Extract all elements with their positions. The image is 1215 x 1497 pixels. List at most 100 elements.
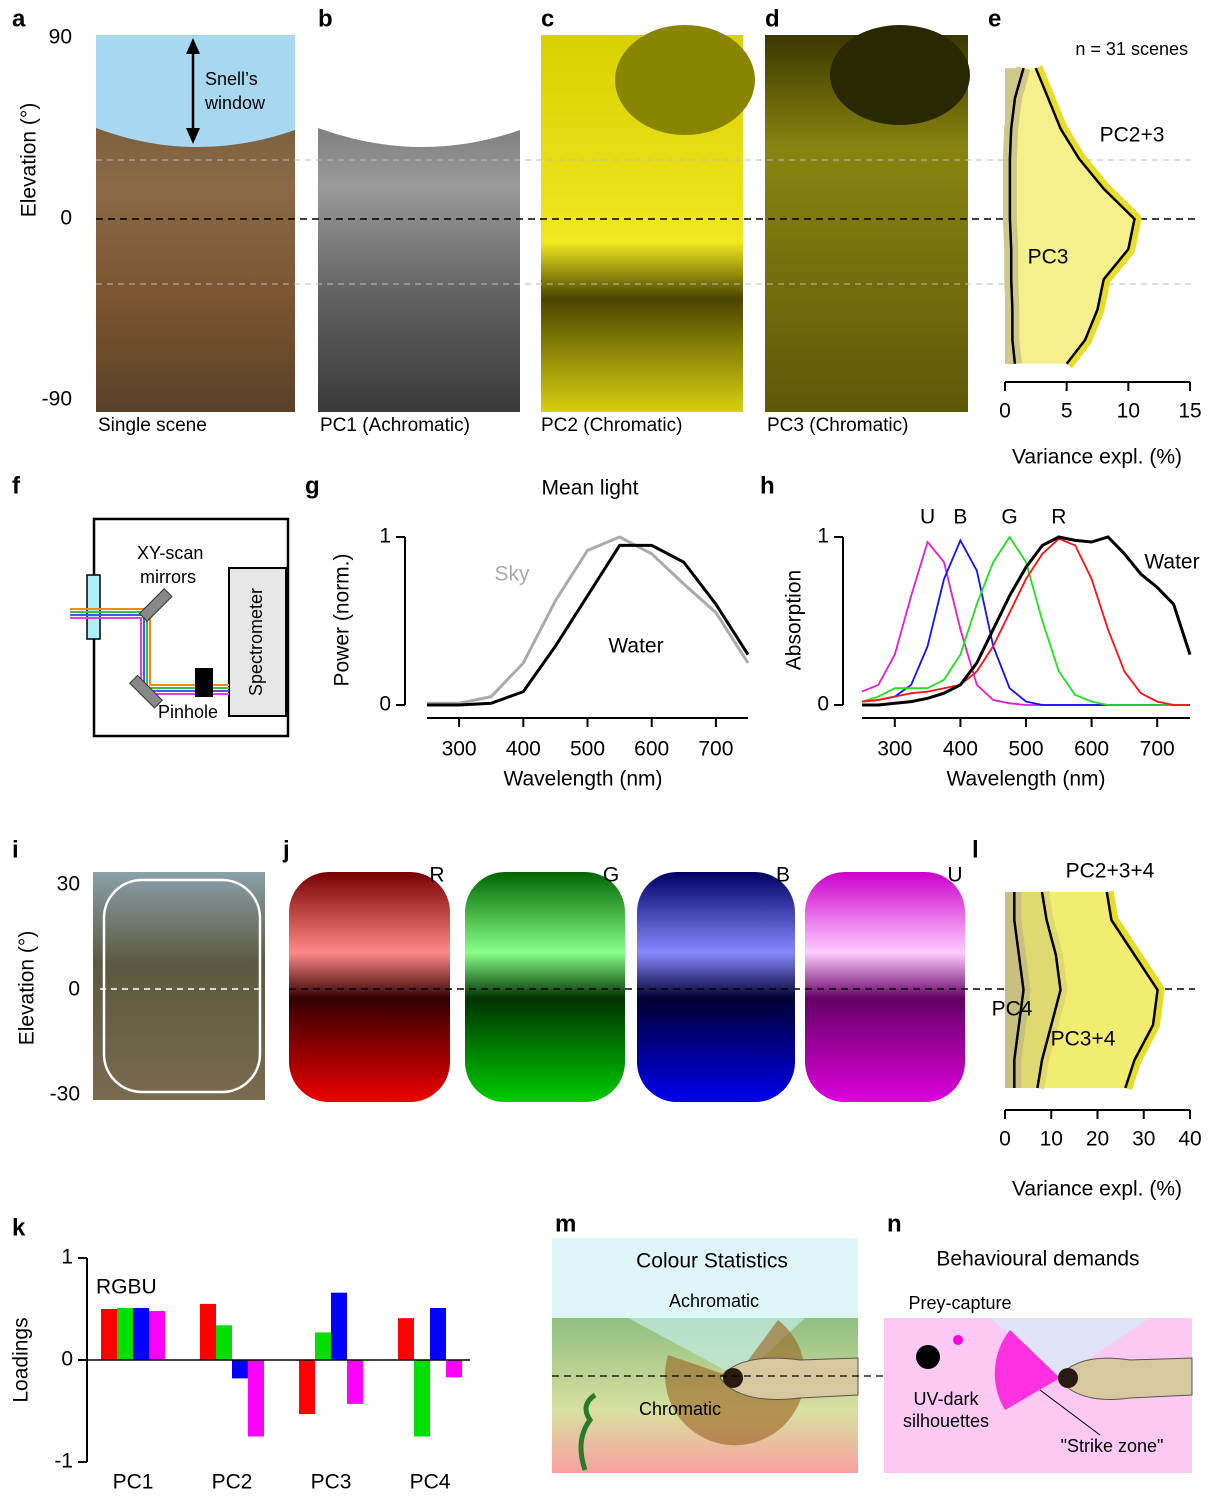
x-tick-label: 600 <box>634 738 669 761</box>
bar <box>347 1360 363 1404</box>
axis-title: Wavelength (nm) <box>946 768 1105 791</box>
series-label: U <box>920 506 935 529</box>
panel-label: j <box>282 836 290 863</box>
channel-label: B <box>776 864 790 887</box>
diagram-label: XY-scan <box>137 543 203 563</box>
y-tick-label: 90 <box>49 26 72 49</box>
image-i <box>93 872 265 1100</box>
panel-label: f <box>12 472 21 499</box>
bar <box>414 1360 430 1437</box>
diagram-label: Spectrometer <box>246 588 266 696</box>
axis-title: Loadings <box>10 1317 33 1402</box>
x-tick-label: 10 <box>1040 1128 1063 1151</box>
channel-label: U <box>947 864 962 887</box>
axis-title: Variance expl. (%) <box>1012 446 1182 469</box>
illustration-label: Prey-capture <box>908 1293 1011 1313</box>
series-label: Water <box>608 635 663 658</box>
x-tick-label: 400 <box>943 738 978 761</box>
panel-label: c <box>541 5 554 32</box>
bar <box>430 1308 446 1360</box>
x-tick-label: 20 <box>1086 1128 1109 1151</box>
x-tick-label: 600 <box>1074 738 1109 761</box>
caption: PC3 (Chromatic) <box>767 415 908 436</box>
x-tick-label: PC1 <box>113 1471 154 1494</box>
note: n = 31 scenes <box>1075 39 1188 59</box>
axis-title: Variance expl. (%) <box>1012 1178 1182 1201</box>
bar <box>299 1360 315 1414</box>
bar <box>149 1311 165 1360</box>
axis-title: Absorption <box>783 570 806 670</box>
series-label: PC2+3 <box>1100 124 1165 147</box>
axis-title: Elevation (°) <box>18 103 41 218</box>
y-tick-label: -90 <box>42 388 72 411</box>
y-tick-label: 0 <box>817 693 829 716</box>
diagram-label: Pinhole <box>158 702 218 722</box>
x-tick-label: 300 <box>442 738 477 761</box>
bar <box>315 1332 331 1360</box>
y-tick-label: 0 <box>60 207 72 230</box>
panel-label: m <box>555 1210 576 1237</box>
series-label: G <box>1001 506 1017 529</box>
axis-title: Elevation (°) <box>16 931 39 1046</box>
x-tick-label: 500 <box>570 738 605 761</box>
y-tick-label: -30 <box>50 1083 80 1106</box>
panel-label: e <box>988 5 1001 32</box>
area <box>1005 68 1135 364</box>
series-label: B <box>953 506 967 529</box>
line <box>427 545 748 705</box>
x-tick-label: 5 <box>1061 400 1073 423</box>
series-label: PC2+3+4 <box>1066 860 1155 883</box>
panel-label: h <box>760 472 775 499</box>
axis-title: Power (norm.) <box>331 553 354 686</box>
line <box>862 537 1190 705</box>
series-label: PC3 <box>1028 246 1069 269</box>
figure: Snell’s window a b c d e Elevation (°) S… <box>0 0 1215 1497</box>
bar <box>248 1360 264 1437</box>
channel-map <box>289 872 450 1102</box>
caption: Single scene <box>98 415 207 436</box>
image-b <box>318 35 520 412</box>
y-tick-label: -1 <box>54 1450 73 1473</box>
illustration-m <box>552 1238 858 1473</box>
series-label: Water <box>1144 551 1199 574</box>
image-a <box>96 35 295 412</box>
x-tick-label: 40 <box>1178 1128 1201 1151</box>
caption: PC1 (Achromatic) <box>320 415 470 436</box>
channel-map <box>465 872 625 1102</box>
channel-map <box>637 872 795 1102</box>
x-tick-label: PC3 <box>311 1471 352 1494</box>
x-tick-label: 0 <box>999 400 1011 423</box>
bar <box>117 1308 133 1360</box>
y-tick-label: 30 <box>57 873 80 896</box>
series-label: R <box>1051 506 1066 529</box>
channel-map <box>805 872 965 1102</box>
chart-title: Mean light <box>542 477 639 500</box>
channel-label: G <box>603 864 619 887</box>
x-tick-label: 500 <box>1008 738 1043 761</box>
series-label: PC3+4 <box>1051 1028 1116 1051</box>
panel-label: d <box>765 5 780 32</box>
bar <box>101 1309 117 1360</box>
x-tick-label: 300 <box>877 738 912 761</box>
illustration-title: Behavioural demands <box>936 1248 1139 1271</box>
panel-label: i <box>12 836 19 863</box>
y-tick-label: 1 <box>379 525 391 548</box>
bar <box>232 1360 248 1378</box>
panel-label: b <box>318 5 333 32</box>
panel-label: a <box>12 5 26 32</box>
illustration-title: Colour Statistics <box>636 1250 788 1273</box>
panel-label: l <box>972 836 979 863</box>
bar <box>200 1304 216 1360</box>
illustration-label: UV-dark <box>913 1389 979 1409</box>
illustration-label: "Strike zone" <box>1061 1436 1164 1456</box>
x-tick-label: 700 <box>1140 738 1175 761</box>
illustration-label: silhouettes <box>903 1411 989 1431</box>
panel-label: g <box>305 472 320 499</box>
caption: PC2 (Chromatic) <box>541 415 682 436</box>
x-tick-label: 30 <box>1132 1128 1155 1151</box>
x-tick-label: PC2 <box>212 1471 253 1494</box>
panel-label: k <box>12 1214 26 1241</box>
bar <box>331 1293 347 1360</box>
annotation: window <box>204 93 266 113</box>
x-tick-label: 700 <box>698 738 733 761</box>
